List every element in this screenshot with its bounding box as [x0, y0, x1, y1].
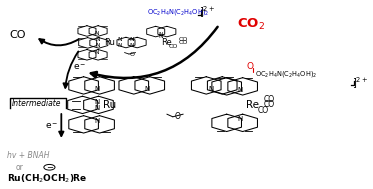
Text: N: N	[159, 32, 163, 36]
Text: N: N	[94, 118, 100, 124]
Text: hv + BNAH: hv + BNAH	[7, 151, 49, 160]
Text: Ru: Ru	[103, 100, 116, 110]
Text: Ru(CH$_2$OCH$_2$)Re: Ru(CH$_2$OCH$_2$)Re	[7, 172, 87, 185]
Text: N: N	[94, 105, 99, 111]
Text: ]$^{2+}$: ]$^{2+}$	[199, 5, 216, 20]
Text: N: N	[144, 86, 150, 92]
Text: N: N	[94, 99, 99, 105]
Text: CO$_2$: CO$_2$	[237, 17, 265, 32]
Text: Ru: Ru	[104, 38, 115, 47]
Text: OC$_2$H$_4$N(C$_2$H$_4$OH)$_2$: OC$_2$H$_4$N(C$_2$H$_4$OH)$_2$	[147, 7, 209, 17]
Text: Re: Re	[246, 100, 259, 110]
Text: N: N	[94, 50, 99, 55]
Text: N: N	[208, 86, 213, 92]
Text: CO: CO	[9, 30, 26, 40]
Text: CO: CO	[169, 44, 178, 49]
Text: O: O	[130, 52, 135, 57]
Text: Intermediate: Intermediate	[12, 98, 61, 108]
Text: N: N	[118, 37, 122, 42]
Text: O: O	[175, 112, 181, 121]
Text: CO: CO	[179, 37, 188, 42]
Text: N: N	[159, 34, 163, 39]
Text: OC$_2$H$_4$N(C$_2$H$_4$OH)$_2$: OC$_2$H$_4$N(C$_2$H$_4$OH)$_2$	[255, 69, 317, 79]
Text: ]$^{2+}$: ]$^{2+}$	[352, 75, 369, 91]
Text: N: N	[129, 43, 134, 48]
Text: −: −	[46, 163, 53, 172]
Text: N: N	[237, 87, 242, 93]
Text: N: N	[94, 31, 99, 36]
Text: O: O	[247, 62, 254, 71]
Text: N: N	[237, 116, 242, 122]
Text: e$^-$: e$^-$	[73, 62, 87, 72]
Text: CO: CO	[179, 40, 188, 45]
Text: Re: Re	[161, 38, 172, 47]
Text: CO: CO	[258, 106, 269, 115]
Text: e$^-$: e$^-$	[45, 122, 59, 131]
Text: N: N	[129, 37, 134, 42]
Text: N: N	[94, 86, 100, 92]
Text: N: N	[118, 43, 122, 48]
Text: or: or	[16, 163, 23, 172]
Text: N: N	[95, 37, 100, 42]
Text: CO: CO	[264, 94, 275, 104]
Text: N: N	[95, 43, 100, 48]
Text: CO: CO	[264, 100, 275, 109]
